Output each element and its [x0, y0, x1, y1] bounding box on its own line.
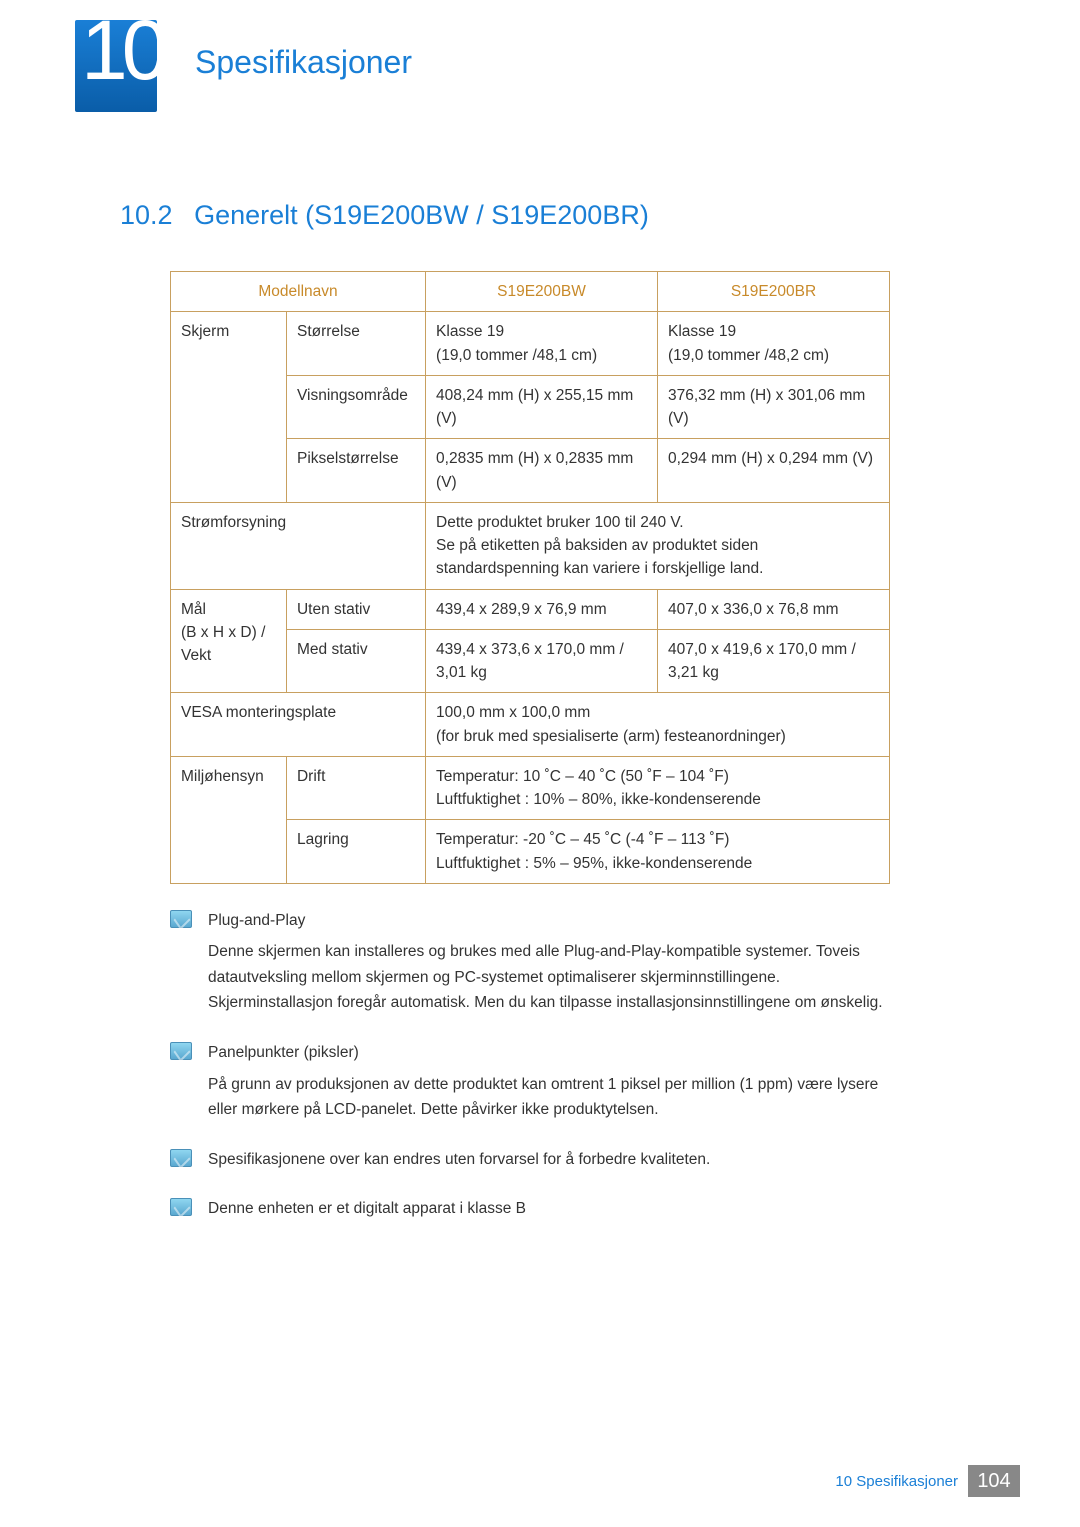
chapter-title: Spesifikasjoner: [195, 44, 412, 81]
cell-med-bw: 439,4 x 373,6 x 170,0 mm / 3,01 kg: [426, 629, 658, 693]
cell-skjerm: Skjerm: [171, 312, 287, 503]
chapter-number-block: 10: [75, 20, 157, 112]
page-header: 10 Spesifikasjoner: [0, 0, 1080, 120]
col-br: S19E200BR: [658, 272, 890, 312]
note-icon: [170, 910, 192, 928]
cell-med-br: 407,0 x 419,6 x 170,0 mm / 3,21 kg: [658, 629, 890, 693]
footer-page-number: 104: [968, 1465, 1020, 1497]
note-icon: [170, 1149, 192, 1167]
cell-uten-br: 407,0 x 336,0 x 76,8 mm: [658, 589, 890, 629]
cell-visning-br: 376,32 mm (H) x 301,06 mm (V): [658, 375, 890, 439]
cell-lagring-label: Lagring: [286, 820, 425, 884]
note-item: Denne enheten er et digitalt apparat i k…: [170, 1196, 890, 1222]
cell-uten-bw: 439,4 x 289,9 x 76,9 mm: [426, 589, 658, 629]
note-icon: [170, 1042, 192, 1060]
cell-visning-label: Visningsområde: [286, 375, 425, 439]
cell-storrelse-bw: Klasse 19(19,0 tommer /48,1 cm): [426, 312, 658, 376]
cell-strom-label: Strømforsyning: [171, 502, 426, 589]
cell-mal-label: Mål(B x H x D) /Vekt: [171, 589, 287, 693]
footer-label: 10 Spesifikasjoner: [835, 1473, 958, 1490]
note-item: Spesifikasjonene over kan endres uten fo…: [170, 1147, 890, 1173]
note-title: Plug-and-Play: [208, 908, 890, 934]
section-title-text: Generelt (S19E200BW / S19E200BR): [194, 200, 649, 230]
page-footer: 10 Spesifikasjoner 104: [835, 1465, 1020, 1497]
cell-med-label: Med stativ: [286, 629, 425, 693]
note-body: Denne enheten er et digitalt apparat i k…: [208, 1196, 526, 1222]
col-model: Modellnavn: [171, 272, 426, 312]
note-item: Panelpunkter (piksler) På grunn av produ…: [170, 1040, 890, 1123]
cell-drift-label: Drift: [286, 756, 425, 820]
cell-visning-bw: 408,24 mm (H) x 255,15 mm (V): [426, 375, 658, 439]
cell-strom-val: Dette produktet bruker 100 til 240 V.Se …: [426, 502, 890, 589]
note-body: På grunn av produksjonen av dette produk…: [208, 1072, 890, 1123]
note-icon: [170, 1198, 192, 1216]
section-heading: 10.2 Generelt (S19E200BW / S19E200BR): [120, 200, 1080, 231]
spec-table: Modellnavn S19E200BW S19E200BR Skjerm St…: [170, 271, 890, 884]
cell-piksel-br: 0,294 mm (H) x 0,294 mm (V): [658, 439, 890, 503]
cell-uten-label: Uten stativ: [286, 589, 425, 629]
section-number: 10.2: [120, 200, 173, 230]
note-item: Plug-and-Play Denne skjermen kan install…: [170, 908, 890, 1016]
cell-piksel-label: Pikselstørrelse: [286, 439, 425, 503]
cell-miljo-label: Miljøhensyn: [171, 756, 287, 883]
cell-piksel-bw: 0,2835 mm (H) x 0,2835 mm (V): [426, 439, 658, 503]
cell-vesa-val: 100,0 mm x 100,0 mm(for bruk med spesial…: [426, 693, 890, 757]
note-body: Spesifikasjonene over kan endres uten fo…: [208, 1147, 710, 1173]
cell-vesa-label: VESA monteringsplate: [171, 693, 426, 757]
cell-storrelse-br: Klasse 19(19,0 tommer /48,2 cm): [658, 312, 890, 376]
cell-lagring-val: Temperatur: -20 ˚C – 45 ˚C (-4 ˚F – 113 …: [426, 820, 890, 884]
note-title: Panelpunkter (piksler): [208, 1040, 890, 1066]
col-bw: S19E200BW: [426, 272, 658, 312]
note-body: Denne skjermen kan installeres og brukes…: [208, 939, 890, 1016]
cell-drift-val: Temperatur: 10 ˚C – 40 ˚C (50 ˚F – 104 ˚…: [426, 756, 890, 820]
chapter-number: 10: [81, 8, 162, 92]
cell-storrelse-label: Størrelse: [286, 312, 425, 376]
notes-section: Plug-and-Play Denne skjermen kan install…: [170, 908, 890, 1222]
